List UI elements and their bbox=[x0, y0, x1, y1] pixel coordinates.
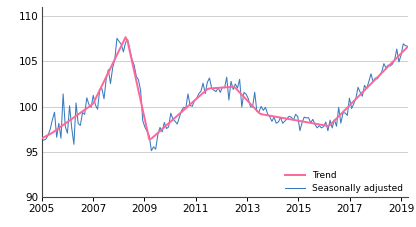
Seasonally adjusted bbox=[106, 68, 111, 71]
Seasonally adjusted bbox=[353, 97, 358, 100]
Trend bbox=[371, 80, 376, 83]
Seasonally adjusted bbox=[114, 37, 119, 40]
Trend bbox=[353, 98, 358, 100]
Trend bbox=[147, 138, 152, 141]
Line: Trend: Trend bbox=[42, 37, 408, 139]
Trend bbox=[123, 36, 128, 39]
Seasonally adjusted bbox=[149, 149, 154, 152]
Trend bbox=[272, 115, 277, 118]
Seasonally adjusted bbox=[371, 80, 376, 83]
Seasonally adjusted bbox=[39, 138, 44, 141]
Trend bbox=[405, 46, 410, 48]
Seasonally adjusted bbox=[405, 45, 410, 48]
Trend bbox=[300, 120, 305, 123]
Seasonally adjusted bbox=[300, 121, 305, 124]
Trend bbox=[39, 137, 44, 140]
Line: Seasonally adjusted: Seasonally adjusted bbox=[42, 38, 408, 151]
Trend bbox=[259, 113, 264, 116]
Legend: Trend, Seasonally adjusted: Trend, Seasonally adjusted bbox=[285, 171, 403, 193]
Seasonally adjusted bbox=[259, 105, 264, 108]
Trend bbox=[106, 71, 111, 74]
Seasonally adjusted bbox=[272, 116, 277, 118]
